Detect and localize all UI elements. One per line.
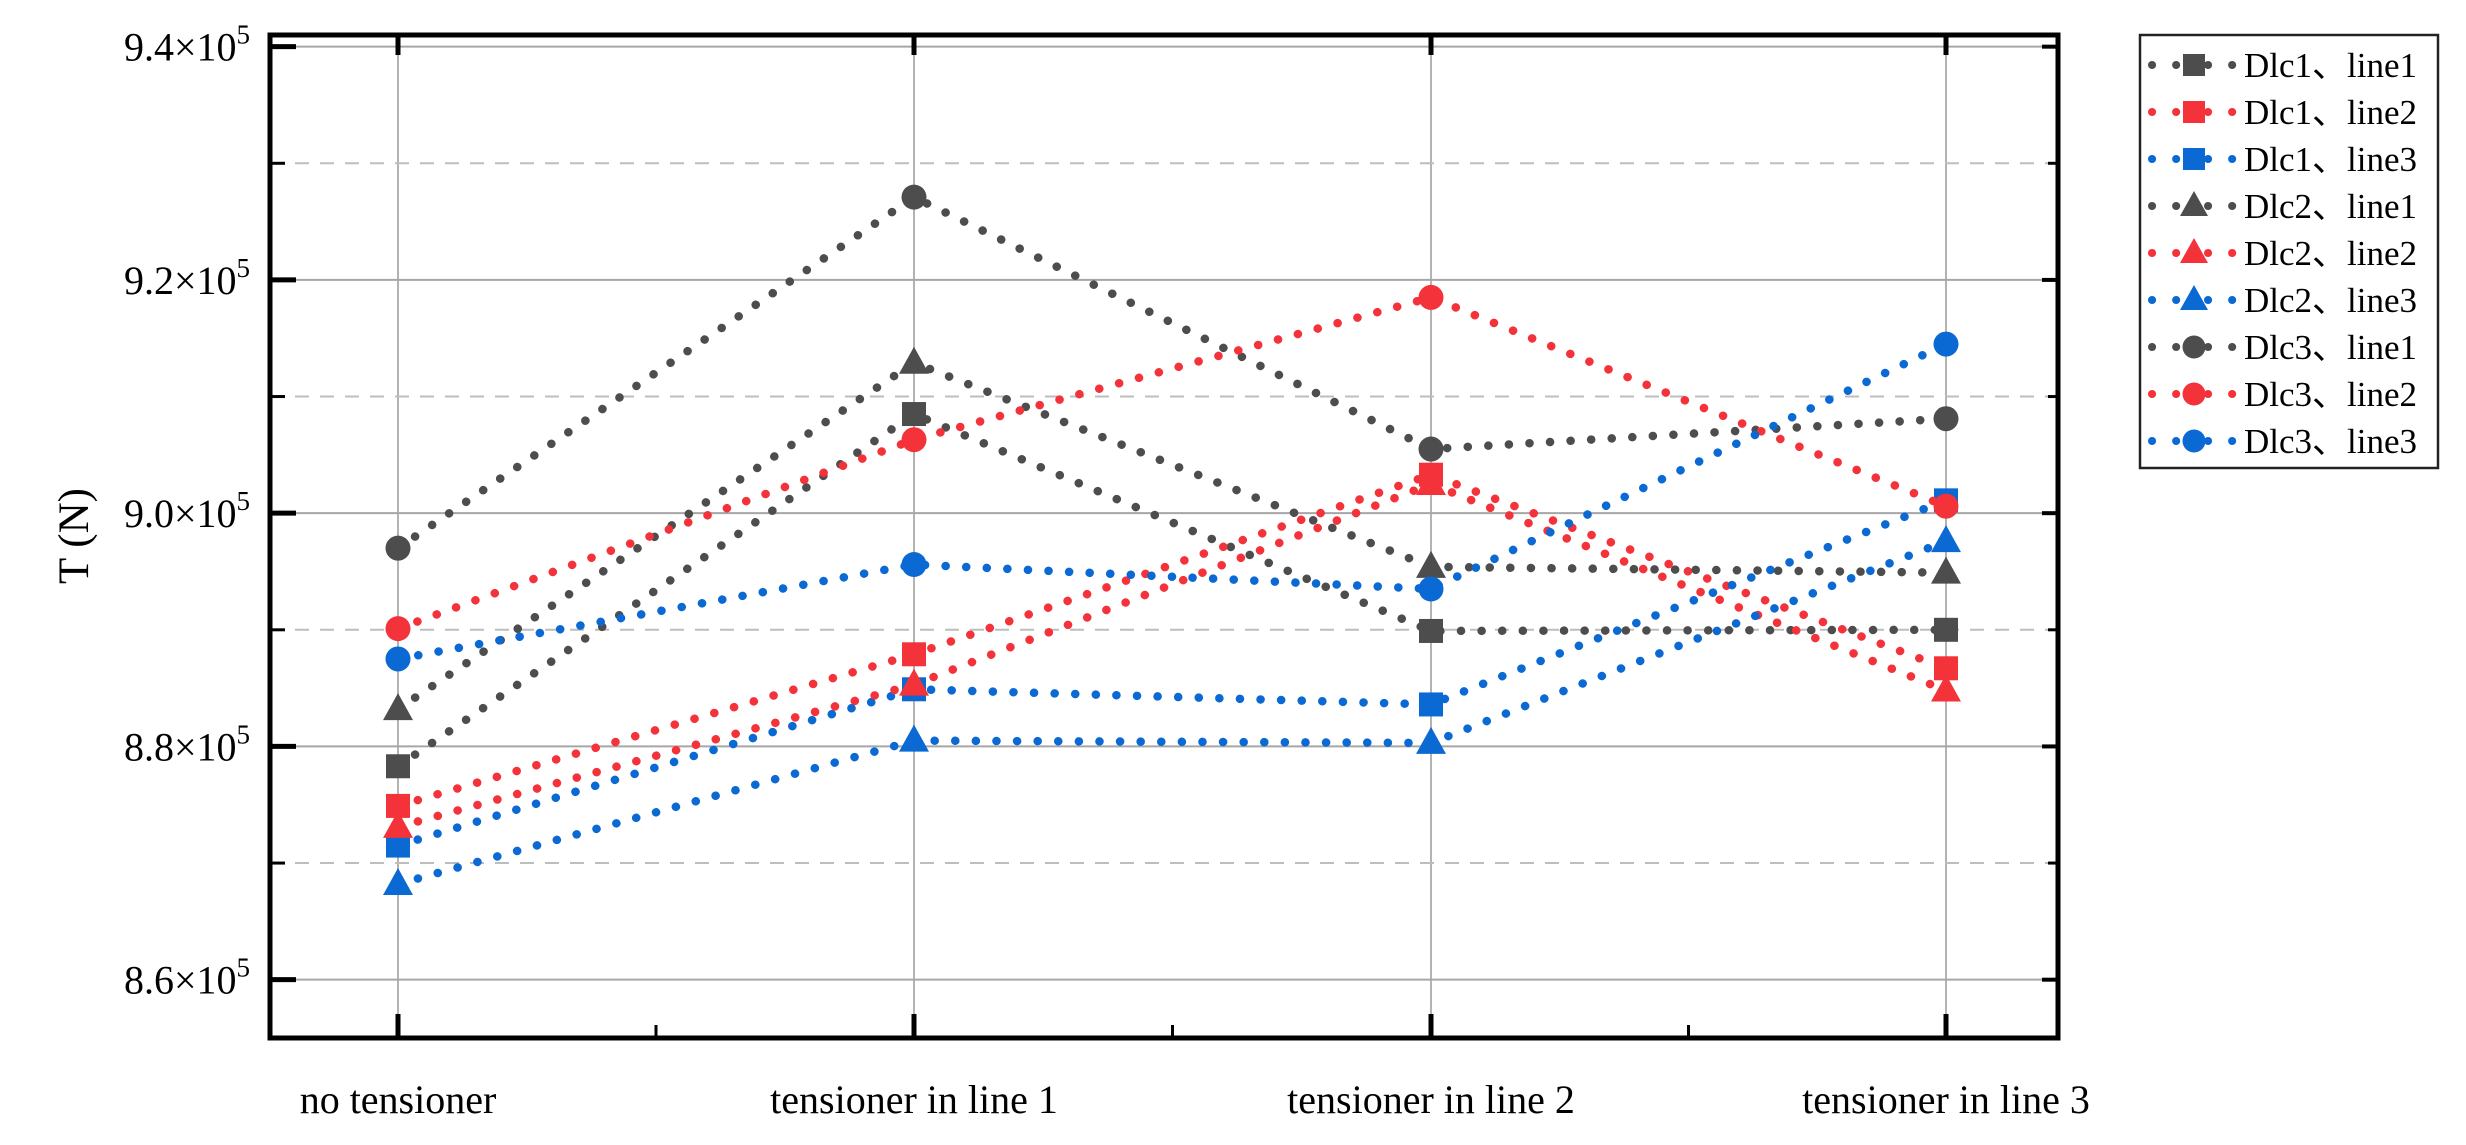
y-axis-title: T (N) bbox=[51, 488, 98, 584]
series-line bbox=[393, 496, 1951, 850]
legend-label: Dlc1、line1 bbox=[2244, 46, 2417, 85]
series-Dlc1、line1 bbox=[386, 402, 1958, 779]
data-point-marker bbox=[383, 693, 413, 721]
y-tick-label: 8.6×105 bbox=[124, 953, 250, 1003]
data-point-marker bbox=[1418, 436, 1444, 462]
data-point-marker bbox=[1416, 468, 1446, 496]
legend-label: Dlc3、line3 bbox=[2244, 422, 2417, 461]
data-point-marker bbox=[1931, 674, 1961, 702]
series-Dlc2、line3 bbox=[383, 525, 1961, 896]
data-point-marker bbox=[1418, 284, 1444, 310]
legend-label: Dlc1、line3 bbox=[2244, 140, 2417, 179]
legend-label: Dlc3、line2 bbox=[2244, 375, 2417, 414]
x-tick-label: tensioner in line 3 bbox=[1802, 1077, 2090, 1122]
data-point-marker bbox=[1931, 556, 1961, 584]
data-point-marker bbox=[383, 810, 413, 838]
legend-marker-triangle bbox=[2180, 285, 2208, 310]
data-point-marker bbox=[1933, 331, 1959, 357]
legend-item: Dlc2、line2 bbox=[2148, 234, 2417, 273]
legend-marker-square bbox=[2183, 148, 2205, 170]
series-Dlc3、line3 bbox=[385, 331, 1959, 672]
series-Dlc3、line1 bbox=[385, 184, 1959, 561]
legend-marker-circle bbox=[2182, 429, 2206, 453]
data-point-marker bbox=[899, 668, 929, 696]
legend-label: Dlc2、line3 bbox=[2244, 281, 2417, 320]
legend-marker-triangle bbox=[2180, 191, 2208, 216]
data-point-marker bbox=[1933, 493, 1959, 519]
legend-item: Dlc3、line2 bbox=[2148, 375, 2417, 414]
series-Dlc2、line2 bbox=[383, 468, 1961, 838]
data-point-marker bbox=[1931, 525, 1961, 553]
data-point-marker bbox=[1934, 617, 1958, 642]
data-point-marker bbox=[1416, 726, 1446, 754]
series-line bbox=[393, 479, 1951, 832]
legend-item: Dlc2、line3 bbox=[2148, 281, 2417, 320]
series-Dlc1、line3 bbox=[386, 488, 1958, 858]
data-point-marker bbox=[1416, 550, 1446, 578]
data-point-marker bbox=[1419, 692, 1443, 717]
x-tick-label: no tensioner bbox=[300, 1077, 497, 1122]
series-Dlc2、line1 bbox=[383, 346, 1961, 721]
x-tick-label: tensioner in line 1 bbox=[770, 1077, 1058, 1122]
data-point-marker bbox=[902, 642, 926, 667]
series-Dlc3、line2 bbox=[385, 284, 1959, 642]
series-line bbox=[393, 192, 1951, 553]
series-line bbox=[393, 536, 1951, 889]
legend-item: Dlc1、line3 bbox=[2148, 140, 2417, 179]
x-tick-label: tensioner in line 2 bbox=[1287, 1077, 1575, 1122]
data-point-marker bbox=[386, 754, 410, 779]
legend-marker-circle bbox=[2182, 382, 2206, 406]
legend-label: Dlc2、line2 bbox=[2244, 234, 2417, 273]
y-tick-label: 9.0×105 bbox=[124, 486, 250, 536]
legend-marker-triangle bbox=[2180, 238, 2208, 263]
legend-item: Dlc1、line2 bbox=[2148, 93, 2417, 132]
series-line bbox=[393, 339, 1951, 664]
data-point-marker bbox=[901, 551, 927, 577]
y-tick-label: 9.4×105 bbox=[124, 20, 250, 70]
legend-item: Dlc2、line1 bbox=[2148, 187, 2417, 226]
series-Dlc1、line2 bbox=[386, 462, 1958, 818]
legend-item: Dlc3、line3 bbox=[2148, 422, 2417, 461]
gridlines bbox=[270, 35, 2058, 1038]
data-point-marker bbox=[385, 616, 411, 642]
data-point-marker bbox=[385, 535, 411, 561]
data-point-marker bbox=[899, 346, 929, 374]
legend-label: Dlc1、line2 bbox=[2244, 93, 2417, 132]
data-point-marker bbox=[1418, 576, 1444, 602]
series-line bbox=[393, 292, 1951, 633]
legend-marker-square bbox=[2183, 101, 2205, 123]
legend-item: Dlc3、line1 bbox=[2148, 328, 2417, 367]
y-tick-label: 8.8×105 bbox=[124, 719, 250, 769]
legend-label: Dlc2、line1 bbox=[2244, 187, 2417, 226]
plot-border bbox=[267, 32, 2061, 1041]
legend-marker-circle bbox=[2182, 335, 2206, 359]
series-line bbox=[393, 409, 1951, 771]
plot-frame bbox=[267, 32, 2061, 1041]
legend-label: Dlc3、line1 bbox=[2244, 328, 2417, 367]
data-point-marker bbox=[901, 427, 927, 453]
legend-marker-square bbox=[2183, 54, 2205, 76]
data-point-marker bbox=[383, 868, 413, 896]
data-point-marker bbox=[902, 402, 926, 427]
data-point-marker bbox=[901, 184, 927, 210]
data-point-marker bbox=[385, 646, 411, 672]
axis-labels: 8.6×105 8.8×105 9.0×105 9.2×105 9.4×105 no te… bbox=[51, 20, 2090, 1122]
legend: Dlc1、line1 Dlc1、line2 Dlc1、line3 Dlc2、line1… bbox=[2138, 33, 2440, 470]
legend-item: Dlc1、line1 bbox=[2148, 46, 2417, 85]
data-point-marker bbox=[1933, 406, 1959, 432]
data-point-marker bbox=[1419, 618, 1443, 643]
series-line bbox=[393, 357, 1951, 714]
series-line bbox=[393, 470, 1951, 811]
data-point-marker bbox=[899, 724, 929, 752]
y-tick-label: 9.2×105 bbox=[124, 253, 250, 303]
